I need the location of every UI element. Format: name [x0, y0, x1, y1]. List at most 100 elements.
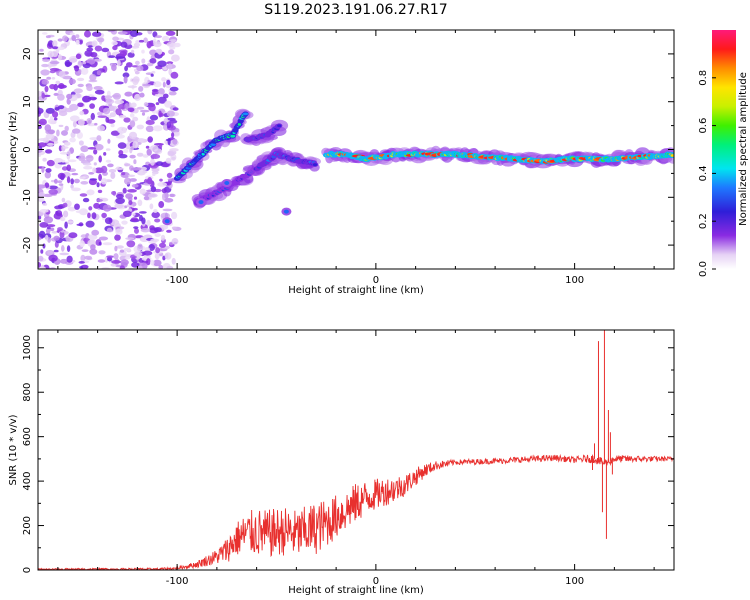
noise-blob — [117, 126, 127, 134]
noise-blob — [171, 226, 177, 230]
noise-blob — [109, 112, 116, 118]
noise-blob — [157, 96, 167, 104]
noise-blob — [62, 202, 68, 208]
noise-blob — [160, 234, 166, 241]
noise-blob — [115, 197, 125, 204]
noise-blob — [73, 88, 83, 94]
colorbar-tick-label: 0.6 — [698, 118, 709, 134]
noise-blob — [77, 83, 84, 88]
noise-blob — [69, 58, 78, 63]
colorbar-tick-label: 0.2 — [698, 213, 709, 229]
noise-blob — [153, 227, 162, 233]
noise-blob — [118, 154, 128, 159]
noise-blob — [146, 258, 151, 266]
noise-blob — [144, 247, 150, 252]
noise-blob — [57, 38, 63, 42]
noise-blob — [53, 117, 58, 121]
noise-blob — [72, 120, 77, 128]
noise-blob — [134, 228, 139, 234]
ridge-core — [312, 163, 318, 167]
noise-blob — [147, 193, 158, 198]
noise-blob — [42, 157, 47, 162]
noise-blob — [110, 130, 120, 136]
noise-blob — [70, 184, 74, 189]
noise-blob — [58, 70, 66, 78]
noise-blob — [98, 173, 102, 182]
noise-blob — [71, 34, 76, 42]
snr-y-label: SNR (10 * v/v) — [8, 414, 19, 485]
noise-blob — [104, 95, 113, 100]
noise-blob — [111, 260, 121, 264]
noise-blob — [127, 107, 135, 113]
noise-blob — [82, 95, 92, 103]
noise-blob — [102, 204, 112, 212]
noise-blob — [170, 71, 179, 79]
noise-blob — [49, 61, 60, 65]
noise-blob — [150, 158, 155, 166]
noise-blob — [122, 72, 130, 78]
ridge-core — [201, 152, 205, 156]
noise-blob — [129, 113, 135, 118]
noise-blob — [91, 212, 97, 220]
noise-blob — [38, 184, 46, 189]
noise-blob — [48, 189, 58, 195]
noise-blob — [42, 193, 53, 198]
noise-blob — [90, 112, 96, 121]
noise-blob — [138, 86, 144, 92]
noise-blob — [130, 30, 139, 37]
noise-blob — [124, 163, 131, 167]
noise-blob — [117, 103, 127, 110]
noise-blob — [169, 86, 179, 92]
noise-blob — [40, 266, 46, 269]
noise-blob — [87, 147, 97, 150]
noise-blob — [53, 92, 59, 96]
noise-blob — [42, 243, 46, 249]
noise-blob — [64, 221, 68, 229]
noise-blob — [147, 30, 153, 35]
noise-blob — [78, 155, 86, 162]
noise-blob — [77, 69, 82, 74]
noise-blob — [124, 102, 130, 110]
noise-blob — [137, 138, 145, 143]
noise-blob — [80, 254, 86, 262]
noise-blob — [102, 242, 113, 246]
noise-blob — [113, 253, 119, 260]
noise-blob — [83, 165, 93, 170]
snr-x-ticks: -100 0 100 — [57, 330, 655, 587]
noise-blob — [159, 178, 163, 182]
noise-blob — [61, 197, 66, 203]
noise-blob — [98, 236, 109, 241]
noise-blob — [106, 90, 111, 97]
noise-blob — [97, 259, 106, 263]
noise-blob — [47, 142, 55, 146]
noise-blob — [142, 250, 153, 256]
x-tick-label: 0 — [373, 275, 379, 286]
noise-blob — [69, 137, 76, 143]
noise-blob — [169, 148, 179, 152]
noise-blob — [58, 105, 65, 110]
noise-blob — [129, 120, 136, 128]
noise-blob — [112, 45, 118, 51]
noise-blob — [66, 164, 71, 172]
noise-blob — [111, 191, 117, 195]
noise-blob — [63, 141, 71, 146]
noise-blob — [162, 255, 166, 261]
x-tick-label: -100 — [166, 275, 189, 286]
noise-blob — [136, 65, 144, 72]
noise-blob — [84, 50, 93, 57]
noise-blob — [107, 119, 116, 124]
noise-blob — [157, 182, 168, 187]
noise-blob — [133, 159, 137, 165]
noise-blob — [111, 40, 118, 46]
noise-blob — [167, 151, 175, 157]
noise-blob — [45, 107, 55, 114]
noise-blob — [79, 193, 88, 197]
noise-blob — [141, 112, 146, 116]
noise-blob — [130, 217, 139, 222]
noise-blob — [111, 94, 120, 98]
noise-blob — [142, 83, 151, 87]
noise-blob — [40, 249, 44, 254]
noise-blob — [166, 229, 172, 233]
noise-blob — [124, 91, 133, 97]
